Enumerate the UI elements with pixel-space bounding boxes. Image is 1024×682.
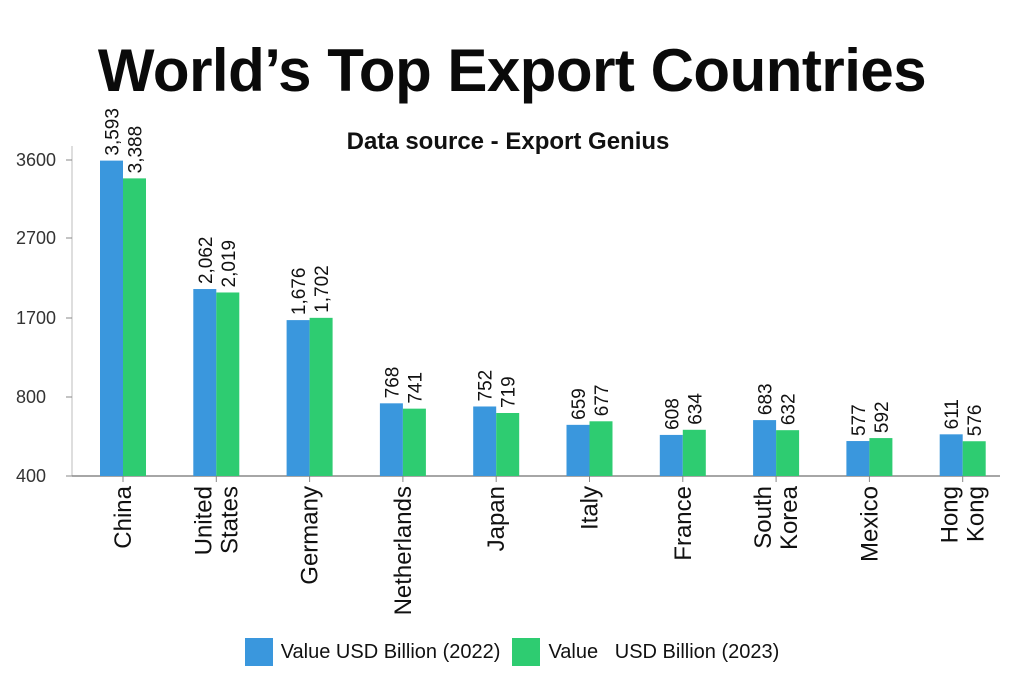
data-label: 608 (662, 398, 683, 430)
data-label: 3,388 (126, 126, 147, 174)
y-tick-label: 2700 (16, 228, 56, 248)
data-label: 741 (405, 372, 426, 404)
y-tick-label: 800 (16, 387, 46, 407)
data-label: 719 (499, 376, 520, 408)
data-label: 768 (382, 367, 403, 399)
x-tick-label: France (670, 486, 697, 561)
bar (682, 429, 706, 476)
y-tick-label: 1700 (16, 308, 56, 328)
data-label: 1,676 (289, 268, 310, 316)
bar (473, 406, 497, 476)
legend-label-2022: Value USD Billion (2022) (280, 640, 501, 663)
data-label: 611 (942, 399, 963, 429)
data-label: 752 (476, 370, 497, 402)
bar (286, 320, 310, 476)
data-label: 632 (779, 393, 800, 425)
bar (589, 421, 613, 476)
bar (379, 403, 403, 476)
x-tick-label: China (110, 485, 137, 548)
y-tick-label: 400 (16, 466, 46, 486)
x-tick-label: Netherlands (390, 486, 417, 615)
data-label: 2,062 (196, 236, 217, 284)
x-tick-label: Italy (577, 486, 604, 530)
x-tick-label: South (750, 486, 777, 549)
chart-title: World’s Top Export Countries (97, 37, 927, 104)
x-tick-label: Japan (483, 486, 510, 551)
x-tick-label: Hong (937, 486, 964, 543)
bar (939, 434, 963, 476)
x-tick-label: United (190, 486, 217, 555)
legend-swatch-2023 (512, 638, 541, 666)
bar (566, 424, 590, 476)
legend-item-2022: Value USD Billion (2022) (244, 638, 501, 666)
bar (962, 441, 986, 476)
bar (100, 160, 123, 476)
x-tick-label: Korea (776, 485, 803, 550)
chart-subtitle: Data source - Export Genius (346, 128, 670, 155)
data-label: 577 (849, 404, 870, 436)
bar (216, 292, 240, 476)
bar (193, 289, 217, 476)
data-label: 634 (685, 393, 706, 425)
data-label: 2,019 (219, 240, 240, 288)
legend-label-2023: Value USD Billion (2023) (548, 640, 780, 663)
legend-swatch-2022 (244, 638, 273, 666)
legend: Value USD Billion (2022) Value USD Billi… (0, 638, 1024, 666)
x-tick-label: States (216, 486, 243, 554)
data-label: 1,702 (312, 265, 333, 313)
data-label: 659 (569, 388, 590, 420)
bar (846, 441, 870, 476)
bar (869, 438, 893, 476)
bar (776, 430, 800, 476)
bar (309, 317, 333, 476)
data-label: 576 (965, 405, 986, 437)
legend-item-2023: Value USD Billion (2023) (512, 638, 779, 666)
bar (659, 434, 683, 476)
x-tick-label: Germany (297, 486, 324, 585)
bar (123, 178, 146, 476)
bar (496, 412, 520, 476)
bar (753, 420, 777, 476)
bar (402, 408, 426, 476)
x-tick-label: Mexico (856, 486, 883, 562)
data-label: 677 (592, 385, 613, 417)
y-tick-label: 3600 (16, 150, 56, 170)
x-tick-label: Kong (963, 486, 990, 542)
data-label: 683 (756, 383, 777, 415)
data-label: 592 (872, 401, 893, 433)
data-label: 3,593 (103, 108, 124, 156)
